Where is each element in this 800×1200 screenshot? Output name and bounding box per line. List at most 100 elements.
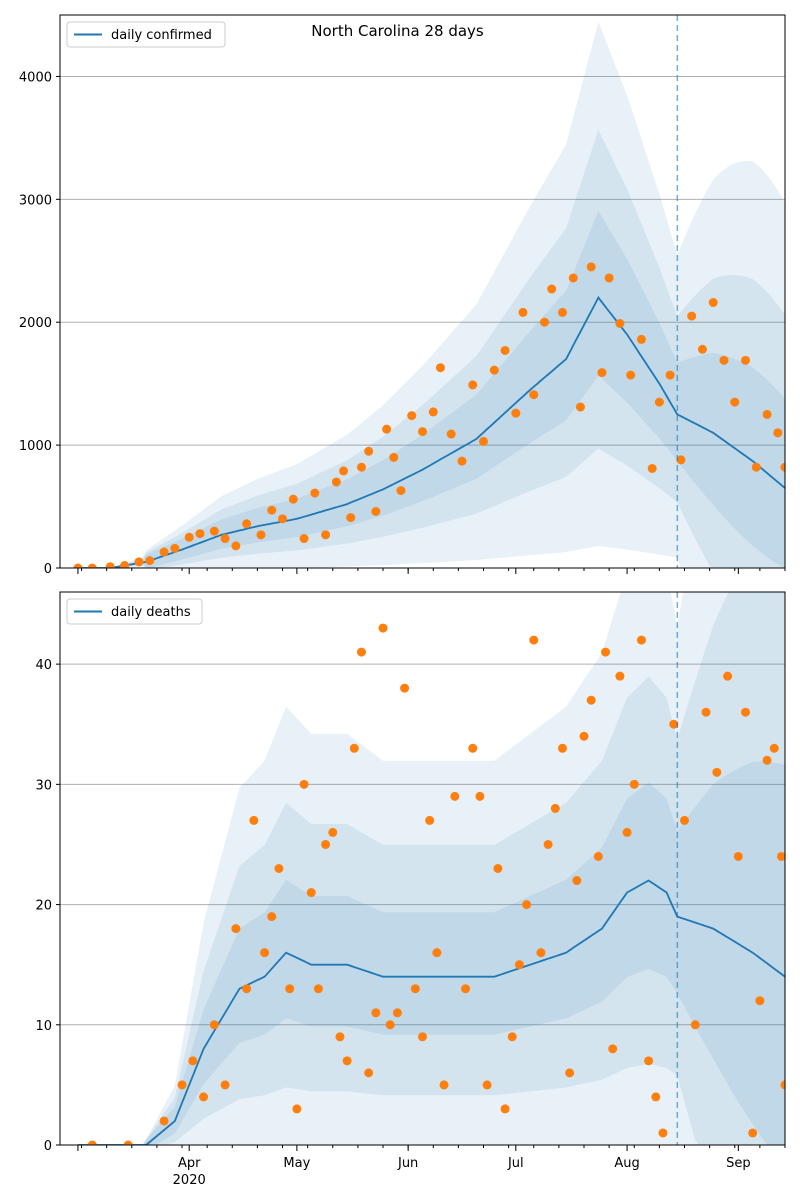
observed-point	[120, 561, 130, 568]
observed-point	[220, 534, 230, 544]
chart-title: North Carolina 28 days	[311, 22, 484, 40]
observed-point	[489, 365, 499, 375]
observed-point	[690, 1020, 700, 1030]
observed-point	[723, 671, 733, 681]
observed-point	[145, 556, 155, 566]
observed-point	[371, 506, 381, 516]
observed-point	[748, 1128, 758, 1138]
observed-point	[356, 647, 366, 657]
observed-point	[701, 707, 711, 717]
observed-point	[468, 743, 478, 753]
observed-point	[636, 635, 646, 645]
observed-point	[356, 462, 366, 472]
observed-point	[658, 1128, 668, 1138]
observed-point	[87, 563, 97, 568]
x-tick-label: Apr 2020	[173, 1156, 206, 1188]
uncertainty-band	[77, 129, 785, 568]
observed-point	[547, 284, 557, 294]
observed-point	[540, 317, 550, 327]
observed-point	[73, 563, 83, 568]
observed-point	[780, 1080, 785, 1090]
observed-point	[382, 424, 392, 434]
x-tick-label: May	[283, 1156, 310, 1171]
observed-point	[292, 1104, 302, 1114]
y-tick-label: 4000	[19, 70, 52, 85]
observed-point	[159, 547, 169, 557]
observed-point	[751, 462, 761, 472]
observed-point	[708, 298, 718, 308]
model-line	[77, 295, 785, 568]
x-tick-label: Jul	[507, 1156, 524, 1171]
observed-point	[209, 526, 219, 536]
observed-point	[482, 1080, 492, 1090]
observed-point	[346, 513, 356, 523]
observed-point	[410, 984, 420, 994]
observed-point	[339, 466, 349, 476]
observed-point	[446, 429, 456, 439]
observed-point	[231, 541, 241, 551]
observed-point	[209, 1020, 219, 1030]
observed-point	[755, 996, 765, 1006]
observed-point	[267, 912, 277, 922]
observed-point	[299, 779, 309, 789]
observed-point	[342, 1056, 352, 1066]
y-tick-label: 1000	[19, 439, 52, 454]
observed-point	[435, 363, 445, 373]
y-tick-label: 0	[44, 1139, 52, 1154]
observed-point	[730, 397, 740, 407]
x-tick-label: Jun	[397, 1156, 418, 1171]
observed-point	[256, 530, 266, 540]
y-tick-label: 40	[35, 658, 52, 673]
observed-point	[762, 409, 772, 419]
observed-point	[278, 514, 288, 524]
observed-point	[644, 1056, 654, 1066]
deaths-panel: 0 10 20 30 40 Apr 2020 May Jun Jul Aug Sep daily dea…	[35, 591, 786, 1188]
observed-point	[389, 452, 399, 462]
observed-point	[568, 273, 578, 283]
observed-point	[575, 402, 585, 412]
observed-point	[604, 273, 614, 283]
observed-point	[170, 543, 180, 553]
observed-point	[285, 984, 295, 994]
observed-point	[629, 779, 639, 789]
observed-point	[400, 683, 410, 693]
observed-point	[776, 851, 785, 861]
observed-point	[450, 791, 460, 801]
observed-point	[432, 948, 442, 958]
observed-point	[195, 529, 205, 539]
observed-point	[579, 731, 589, 741]
observed-point	[597, 368, 607, 378]
observed-point	[565, 1068, 575, 1078]
plot-area	[77, 592, 785, 1145]
observed-point	[676, 455, 686, 465]
observed-point	[780, 462, 785, 472]
observed-point	[697, 344, 707, 354]
legend: daily deaths	[66, 598, 203, 625]
observed-point	[425, 815, 435, 825]
y-tick-label: 2000	[19, 316, 52, 331]
observed-point	[687, 311, 697, 321]
observed-point	[479, 436, 489, 446]
confirmed-panel: 0 1000 2000 3000 4000 North Carolina 28 days d…	[19, 14, 786, 577]
observed-point	[518, 307, 528, 317]
observed-point	[231, 924, 241, 934]
observed-point	[267, 505, 277, 515]
observed-point	[306, 888, 316, 898]
observed-point	[439, 1080, 449, 1090]
observed-point	[428, 407, 438, 417]
observed-point	[741, 707, 751, 717]
observed-point	[134, 557, 144, 567]
observed-point	[622, 827, 632, 837]
observed-point	[274, 864, 284, 873]
observed-point	[769, 743, 779, 753]
observed-point	[615, 671, 625, 681]
observed-point	[529, 390, 539, 400]
observed-point	[378, 623, 388, 633]
uncertainty-band	[77, 21, 785, 568]
observed-point	[220, 1080, 230, 1090]
observed-point	[586, 262, 596, 272]
model-line	[77, 879, 785, 1145]
observed-point	[418, 1032, 427, 1042]
observed-point	[184, 532, 194, 542]
